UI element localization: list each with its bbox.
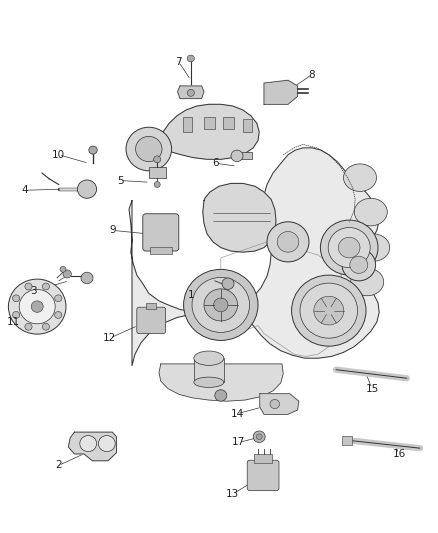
Circle shape bbox=[13, 295, 20, 302]
Circle shape bbox=[192, 277, 250, 333]
Bar bbox=[150, 247, 172, 254]
Circle shape bbox=[42, 324, 49, 330]
Polygon shape bbox=[260, 394, 299, 414]
Text: 1: 1 bbox=[187, 290, 194, 300]
Bar bbox=[342, 435, 352, 445]
Ellipse shape bbox=[194, 377, 224, 387]
Circle shape bbox=[81, 272, 93, 284]
Polygon shape bbox=[68, 432, 117, 461]
Circle shape bbox=[214, 298, 228, 312]
Circle shape bbox=[55, 311, 62, 318]
Bar bbox=[149, 167, 166, 177]
Circle shape bbox=[13, 311, 20, 318]
Ellipse shape bbox=[357, 234, 390, 261]
Circle shape bbox=[231, 150, 243, 161]
Text: 3: 3 bbox=[30, 286, 36, 296]
Circle shape bbox=[328, 228, 370, 268]
FancyBboxPatch shape bbox=[143, 214, 179, 251]
Text: 10: 10 bbox=[52, 150, 65, 160]
FancyBboxPatch shape bbox=[137, 307, 166, 334]
Circle shape bbox=[350, 256, 368, 273]
Polygon shape bbox=[177, 86, 204, 99]
Text: 7: 7 bbox=[176, 57, 182, 67]
Circle shape bbox=[342, 249, 376, 281]
Bar bbox=[183, 117, 192, 132]
Bar bbox=[194, 358, 224, 382]
Circle shape bbox=[8, 279, 66, 334]
Bar bbox=[243, 119, 252, 132]
Text: 4: 4 bbox=[22, 185, 28, 195]
Circle shape bbox=[78, 180, 97, 198]
Text: 12: 12 bbox=[103, 333, 117, 343]
Circle shape bbox=[154, 156, 161, 163]
Text: 17: 17 bbox=[232, 438, 245, 447]
Text: 5: 5 bbox=[117, 175, 124, 185]
Text: 15: 15 bbox=[365, 384, 378, 393]
Circle shape bbox=[222, 278, 234, 289]
Text: 2: 2 bbox=[56, 461, 62, 470]
Text: 11: 11 bbox=[7, 317, 20, 327]
Bar bbox=[254, 454, 272, 463]
Circle shape bbox=[136, 136, 162, 161]
Circle shape bbox=[184, 269, 258, 341]
Bar bbox=[204, 117, 215, 129]
Circle shape bbox=[292, 275, 366, 346]
Circle shape bbox=[187, 90, 194, 96]
Ellipse shape bbox=[351, 268, 384, 296]
Circle shape bbox=[314, 296, 344, 325]
Circle shape bbox=[339, 237, 360, 258]
Polygon shape bbox=[159, 364, 283, 401]
Circle shape bbox=[154, 182, 160, 188]
Circle shape bbox=[267, 222, 309, 262]
Text: 9: 9 bbox=[110, 225, 116, 236]
Polygon shape bbox=[161, 104, 259, 159]
Circle shape bbox=[300, 283, 357, 338]
Circle shape bbox=[99, 435, 115, 451]
Circle shape bbox=[25, 324, 32, 330]
Ellipse shape bbox=[343, 164, 377, 191]
Bar bbox=[137, 131, 152, 155]
Circle shape bbox=[60, 266, 66, 272]
Circle shape bbox=[215, 390, 227, 401]
Text: 14: 14 bbox=[230, 409, 244, 419]
Text: 8: 8 bbox=[309, 69, 315, 79]
Circle shape bbox=[253, 431, 265, 442]
Circle shape bbox=[42, 283, 49, 290]
Circle shape bbox=[126, 127, 172, 171]
Circle shape bbox=[31, 301, 43, 312]
Polygon shape bbox=[264, 80, 297, 104]
Circle shape bbox=[25, 283, 32, 290]
Ellipse shape bbox=[194, 351, 224, 365]
Bar bbox=[223, 117, 234, 129]
Circle shape bbox=[55, 295, 62, 302]
Circle shape bbox=[63, 270, 71, 278]
Text: 16: 16 bbox=[392, 449, 406, 459]
Circle shape bbox=[277, 231, 299, 252]
Circle shape bbox=[321, 220, 378, 275]
Text: 13: 13 bbox=[226, 489, 240, 499]
Circle shape bbox=[270, 399, 279, 409]
Ellipse shape bbox=[354, 198, 387, 226]
Circle shape bbox=[204, 289, 237, 321]
FancyBboxPatch shape bbox=[247, 460, 279, 490]
Bar bbox=[146, 303, 156, 310]
Circle shape bbox=[187, 55, 194, 62]
Circle shape bbox=[80, 435, 97, 451]
Bar bbox=[239, 152, 252, 159]
Polygon shape bbox=[203, 183, 276, 252]
Polygon shape bbox=[129, 148, 379, 366]
Circle shape bbox=[19, 289, 55, 324]
Circle shape bbox=[89, 146, 97, 154]
Circle shape bbox=[256, 434, 262, 440]
Text: 6: 6 bbox=[213, 158, 219, 168]
